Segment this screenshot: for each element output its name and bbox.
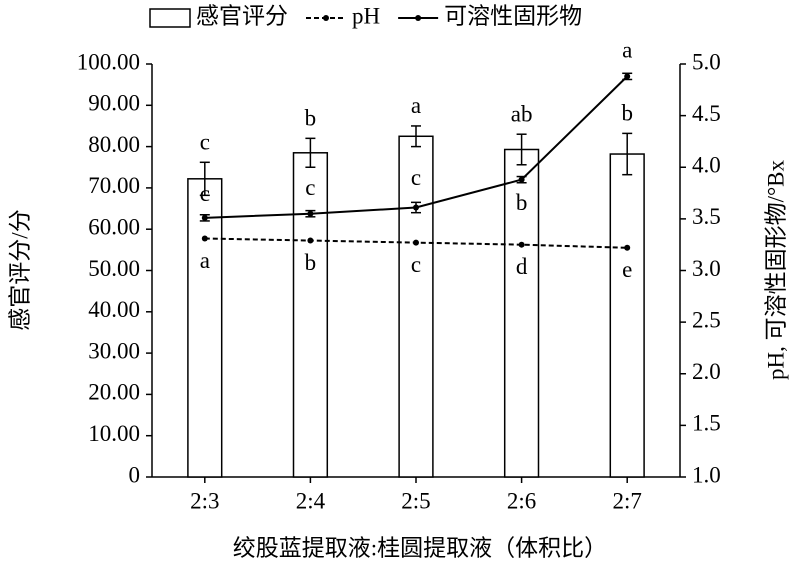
x-axis-label: 绞股蓝提取液:桂圆提取液（体积比） <box>233 535 607 560</box>
y2-tick-label: 4.0 <box>692 153 721 178</box>
point-letter: c <box>200 181 210 206</box>
y2-tick-label: 1.0 <box>692 462 721 487</box>
point <box>307 237 314 244</box>
legend-label: 感官评分 <box>196 3 288 28</box>
y2-tick-label: 5.0 <box>692 49 721 74</box>
bar-letter: ab <box>511 101 533 126</box>
y2-tick-label: 3.0 <box>692 256 721 281</box>
y2-tick-label: 2.0 <box>692 359 721 384</box>
y-tick-label: 10.00 <box>88 421 140 446</box>
legend-swatch <box>149 8 191 28</box>
error-bar <box>305 209 316 218</box>
x-tick-label: 2:3 <box>190 488 219 513</box>
point <box>624 244 631 251</box>
bar <box>292 152 329 478</box>
y-axis-label: 感官评分/分 <box>7 209 32 330</box>
legend-label: pH <box>352 3 380 28</box>
x-tick-label: 2:7 <box>613 488 642 513</box>
y-tick-label: 20.00 <box>88 380 140 405</box>
point <box>201 235 208 242</box>
x-tick-label: 2:5 <box>401 488 430 513</box>
y2-tick-label: 4.5 <box>692 101 721 126</box>
error-bar <box>411 201 421 214</box>
y-tick-label: 100.00 <box>77 49 140 74</box>
error-bar <box>516 133 527 166</box>
bar-letter: c <box>200 130 210 155</box>
point-letter: c <box>411 165 421 190</box>
error-bar <box>622 72 633 81</box>
point-letter: a <box>622 38 632 63</box>
point <box>413 239 419 246</box>
point-letter: d <box>516 254 528 279</box>
y2-tick-label: 3.5 <box>692 204 721 229</box>
y-tick-label: 0 <box>129 462 141 487</box>
y2-tick-label: 2.5 <box>692 307 721 332</box>
error-bar <box>622 132 633 176</box>
legend-label: 可溶性固形物 <box>444 3 582 28</box>
legend-marker <box>323 15 329 21</box>
bar-letter: a <box>411 93 421 118</box>
x-tick-label: 2:4 <box>296 488 326 513</box>
y-tick-label: 30.00 <box>88 338 140 363</box>
y-tick-label: 70.00 <box>88 173 140 198</box>
y2-tick-label: 1.5 <box>692 411 721 436</box>
point-letter: c <box>411 252 421 277</box>
bar-letter: b <box>305 106 317 131</box>
point-letter: a <box>200 248 210 273</box>
legend-marker <box>415 15 422 21</box>
bar <box>609 153 645 478</box>
point-letter: b <box>305 250 317 275</box>
y-tick-label: 40.00 <box>88 297 140 322</box>
point <box>518 241 525 248</box>
bar <box>187 178 223 478</box>
y-tick-label: 80.00 <box>88 132 140 157</box>
point-letter: e <box>622 257 632 282</box>
error-bar <box>411 125 421 148</box>
y-tick-label: 90.00 <box>88 91 140 116</box>
x-tick-label: 2:6 <box>507 488 536 513</box>
point-letter: b <box>516 190 528 215</box>
error-bar <box>305 137 316 168</box>
y-tick-label: 60.00 <box>88 214 140 239</box>
error-bar <box>199 161 210 197</box>
error-bar <box>516 175 527 184</box>
y-tick-label: 50.00 <box>88 256 140 281</box>
point-letter: c <box>305 175 315 200</box>
y2-axis-label: pH, 可溶性固形物/°Bx <box>763 159 788 380</box>
error-bar <box>199 213 210 222</box>
bar-letter: b <box>621 101 633 126</box>
